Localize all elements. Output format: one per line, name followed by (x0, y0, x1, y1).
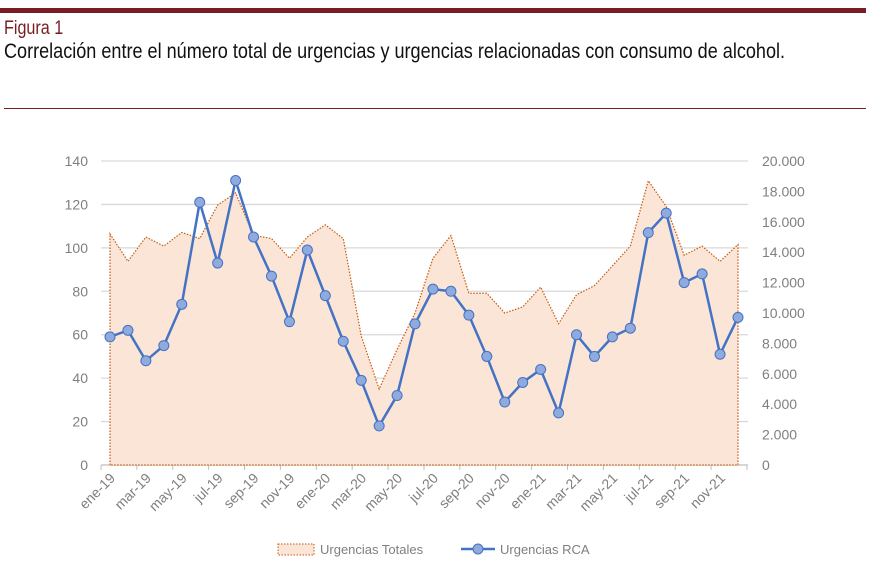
x-tick-label: sep-20 (435, 470, 477, 512)
point-urgencias-rca (391, 390, 403, 402)
y-right-tick-label: 16.000 (762, 214, 805, 230)
y-right-tick-label: 8.000 (762, 335, 797, 351)
figure-label: Figura 1 (4, 18, 64, 39)
point-urgencias-rca (499, 396, 511, 408)
x-tick-label: ene-19 (76, 470, 118, 512)
y-right-tick-label: 0 (762, 457, 770, 473)
point-urgencias-rca (606, 331, 618, 343)
point-urgencias-rca (373, 420, 385, 432)
point-urgencias-rca (553, 407, 565, 419)
legend-swatch-totales (277, 543, 315, 556)
point-urgencias-rca (427, 283, 439, 295)
point-urgencias-rca (642, 227, 654, 239)
point-urgencias-rca (409, 318, 421, 330)
x-tick-label: ene-20 (291, 470, 333, 512)
y-left-tick-label: 140 (65, 153, 89, 169)
y-left-tick-label: 80 (72, 283, 88, 299)
x-tick-label: nov-21 (687, 470, 729, 512)
y-left-tick-label: 100 (65, 240, 89, 256)
point-urgencias-rca (194, 196, 206, 208)
y-left-tick-label: 40 (72, 370, 88, 386)
legend-marker-rca (472, 543, 484, 555)
line-urgencias-rca (109, 175, 740, 429)
x-tick-label: ene-21 (507, 470, 549, 512)
point-urgencias-rca (481, 350, 493, 362)
x-tick-label: nov-19 (256, 470, 298, 512)
point-urgencias-rca (176, 298, 188, 310)
point-urgencias-rca (104, 331, 116, 343)
legend-label-rca: Urgencias RCA (500, 542, 590, 557)
point-urgencias-rca (696, 268, 708, 280)
x-tick-label: sep-19 (220, 470, 262, 512)
point-urgencias-rca (248, 231, 260, 243)
point-urgencias-rca (337, 335, 349, 347)
figure-caption: Correlación entre el número total de urg… (4, 40, 786, 63)
y-left-tick-label: 120 (65, 196, 89, 212)
y-left-tick-label: 20 (72, 414, 88, 430)
point-urgencias-rca (355, 374, 367, 386)
y-right-tick-label: 2.000 (762, 427, 797, 443)
y-right-tick-label: 4.000 (762, 396, 797, 412)
point-urgencias-rca (571, 329, 583, 341)
point-urgencias-rca (230, 175, 242, 187)
point-urgencias-rca (158, 340, 170, 352)
point-urgencias-rca (283, 316, 295, 328)
legend-label-totales: Urgencias Totales (320, 542, 424, 557)
point-urgencias-rca (678, 277, 690, 289)
x-tick-label: may-20 (361, 470, 405, 514)
point-urgencias-rca (212, 257, 224, 269)
point-urgencias-rca (714, 348, 726, 360)
point-urgencias-rca (140, 355, 152, 367)
point-urgencias-rca (301, 244, 313, 256)
y-right-tick-label: 14.000 (762, 244, 805, 260)
y-right-tick-label: 10.000 (762, 305, 805, 321)
point-urgencias-rca (463, 309, 475, 321)
x-tick-label: sep-21 (651, 470, 693, 512)
y-right-tick-label: 12.000 (762, 275, 805, 291)
point-urgencias-rca (535, 363, 547, 375)
point-urgencias-rca (122, 324, 134, 336)
y-right-tick-label: 18.000 (762, 183, 805, 199)
top-rule (0, 8, 866, 13)
point-urgencias-rca (588, 350, 600, 362)
point-urgencias-rca (624, 322, 636, 334)
point-urgencias-rca (319, 290, 331, 302)
point-urgencias-rca (517, 376, 529, 388)
point-urgencias-rca (445, 285, 457, 297)
point-urgencias-rca (732, 311, 744, 323)
x-tick-label: may-19 (146, 470, 190, 514)
y-left-tick-label: 0 (80, 457, 88, 473)
point-urgencias-rca (265, 270, 277, 282)
y-left-tick-label: 60 (72, 327, 88, 343)
area-urgencias-totales (110, 180, 738, 465)
y-right-tick-label: 20.000 (762, 153, 805, 169)
divider (4, 108, 866, 109)
x-tick-label: may-21 (576, 470, 620, 514)
y-right-tick-label: 6.000 (762, 366, 797, 382)
point-urgencias-rca (660, 207, 672, 219)
x-tick-label: nov-20 (471, 470, 513, 512)
